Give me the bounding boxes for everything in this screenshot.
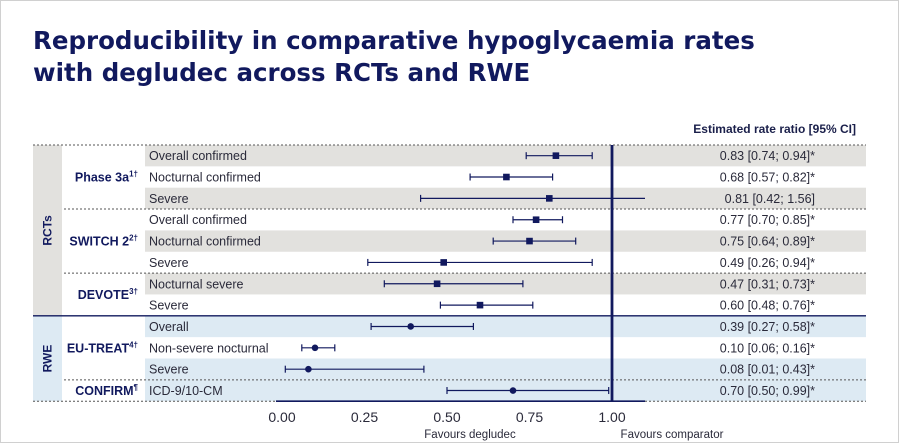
study-superscript: 2† xyxy=(129,234,138,243)
estimate-text: 0.75 [0.64; 0.89]* xyxy=(720,235,815,249)
point-estimate-circle xyxy=(407,323,415,330)
point-estimate-square xyxy=(526,237,533,245)
outcome-label: Severe xyxy=(149,256,189,270)
study-name: SWITCH 2 xyxy=(69,235,129,249)
study-superscript: 1† xyxy=(129,170,138,179)
outcome-label: Non-severe nocturnal xyxy=(149,341,269,355)
study-name: EU-TREAT xyxy=(67,341,130,355)
study-superscript: ¶ xyxy=(134,383,139,392)
estimate-text: 0.39 [0.27; 0.58]* xyxy=(720,320,815,334)
row-band xyxy=(145,145,866,167)
estimate-text: 0.60 [0.48; 0.76]* xyxy=(720,299,815,313)
estimate-text: 0.81 [0.42; 1.56] xyxy=(725,192,815,206)
study-name: DEVOTE xyxy=(78,288,129,302)
study-label: Phase 3a1† xyxy=(75,170,138,185)
group-label-rcts: RCTs xyxy=(41,215,55,246)
row-band xyxy=(145,358,866,380)
point-estimate-square xyxy=(503,173,510,181)
x-tick-label: 0.50 xyxy=(433,409,460,425)
outcome-label: Nocturnal severe xyxy=(149,277,244,291)
favours-right-label: Favours comparator xyxy=(621,429,724,441)
outcome-label: Overall confirmed xyxy=(149,149,247,163)
estimate-text: 0.47 [0.31; 0.73]* xyxy=(720,277,815,291)
favours-left-label: Favours degludec xyxy=(424,429,516,441)
outcome-label: Severe xyxy=(149,363,189,377)
study-name: CONFIRM xyxy=(75,384,133,398)
study-label: SWITCH 22† xyxy=(69,234,138,249)
page-title: Reproducibility in comparative hypoglyca… xyxy=(33,25,873,89)
point-estimate-circle xyxy=(509,387,517,394)
study-label: EU-TREAT4† xyxy=(67,340,138,355)
x-tick-label: 0.25 xyxy=(351,409,378,425)
group-label-rwe: RWE xyxy=(41,345,55,373)
point-estimate-square xyxy=(476,301,484,309)
study-label: CONFIRM¶ xyxy=(75,383,138,398)
row-band xyxy=(145,315,866,338)
title-line-1: Reproducibility in comparative hypoglyca… xyxy=(33,26,755,55)
x-tick-label: 0.00 xyxy=(268,409,295,425)
x-tick-label: 0.75 xyxy=(516,409,543,425)
study-name: Phase 3a xyxy=(75,171,130,185)
title-line-2: with degludec across RCTs and RWE xyxy=(33,58,531,87)
estimate-text: 0.77 [0.70; 0.85]* xyxy=(720,213,815,227)
estimate-text: 0.08 [0.01; 0.43]* xyxy=(720,363,815,377)
group-band xyxy=(33,145,62,316)
x-tick-label: 1.00 xyxy=(598,409,625,425)
outcome-label: Severe xyxy=(149,299,189,313)
outcome-label: Nocturnal confirmed xyxy=(149,171,261,185)
point-estimate-square xyxy=(552,152,560,159)
outcome-label: Severe xyxy=(149,192,189,206)
outcome-label: Overall confirmed xyxy=(149,213,247,227)
study-label: DEVOTE3† xyxy=(78,287,138,302)
group-band xyxy=(33,315,62,402)
point-estimate-circle xyxy=(305,365,312,373)
point-estimate-square xyxy=(532,216,540,224)
estimate-text: 0.68 [0.57; 0.82]* xyxy=(720,171,815,185)
estimate-text: 0.10 [0.06; 0.16]* xyxy=(720,341,815,355)
study-superscript: 4† xyxy=(129,340,138,349)
point-estimate-circle xyxy=(311,344,319,352)
outcome-label: ICD-9/10-CM xyxy=(149,384,223,398)
estimate-text: 0.49 [0.26; 0.94]* xyxy=(720,256,815,270)
study-superscript: 3† xyxy=(129,287,138,296)
outcome-label: Overall xyxy=(149,320,189,334)
estimate-text: 0.70 [0.50; 0.99]* xyxy=(720,384,815,398)
estimate-text: 0.83 [0.74; 0.94]* xyxy=(720,149,815,163)
point-estimate-square xyxy=(440,259,447,266)
estimate-column-header: Estimated rate ratio [95% CI] xyxy=(693,122,856,136)
point-estimate-square xyxy=(433,280,441,288)
point-estimate-square xyxy=(546,195,553,202)
outcome-label: Nocturnal confirmed xyxy=(149,235,261,249)
